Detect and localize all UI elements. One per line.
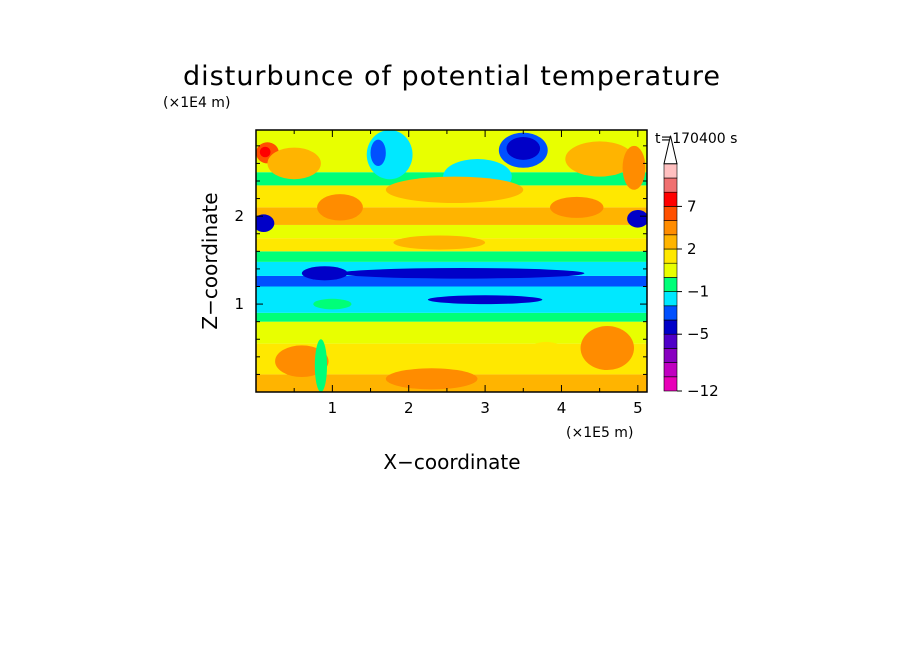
field-feature-3 — [627, 210, 647, 228]
field-feature-20 — [527, 341, 566, 363]
colorbar-tick-label-3: 2 — [687, 240, 697, 258]
colorbar: −12−5−127 — [663, 135, 719, 400]
field-feature-13 — [340, 268, 585, 279]
time-label: t=170400 s — [655, 131, 737, 147]
field-feature-15 — [301, 266, 348, 281]
field-feature-14 — [427, 295, 543, 305]
field-feature-21 — [314, 339, 328, 392]
field-feature-23 — [317, 194, 363, 221]
field-band-3 — [256, 312, 647, 322]
colorbar-cell-3 — [663, 333, 678, 349]
y-tick-label-0: 1 — [234, 295, 244, 313]
field-band-5 — [256, 275, 647, 287]
colorbar-cell-10 — [663, 234, 678, 250]
axis-ticks: 1 2 3 4 5 1 2 — [234, 130, 647, 417]
colorbar-cell-5 — [663, 305, 678, 321]
colorbar-extend-arrow — [663, 135, 678, 165]
x-tick-label-1: 2 — [404, 399, 414, 417]
field-feature-22 — [550, 196, 604, 218]
x-axis-label: X−coordinate — [383, 450, 520, 474]
colorbar-cell-13 — [663, 191, 678, 207]
colorbar-tick-label-2: −1 — [687, 283, 709, 301]
field-feature-16 — [313, 298, 352, 310]
field-band-7 — [256, 251, 647, 262]
x-tick-label-0: 1 — [328, 399, 338, 417]
colorbar-cell-11 — [663, 220, 678, 236]
x-tick-label-4: 5 — [633, 399, 643, 417]
field-feature-12 — [622, 145, 646, 190]
field-feature-2 — [256, 214, 275, 232]
y-axis-label: Z−coordinate — [198, 192, 222, 329]
colorbar-tick-label-4: 7 — [687, 197, 697, 215]
colorbar-cell-1 — [663, 362, 678, 378]
field-feature-24 — [393, 235, 486, 250]
colorbar-tick-label-1: −5 — [687, 325, 709, 343]
field-band-9 — [256, 224, 647, 239]
y-unit-label: (×1E4 m) — [163, 95, 230, 111]
colorbar-cell-12 — [663, 206, 678, 221]
contour-field — [256, 130, 647, 392]
colorbar-cell-6 — [663, 291, 678, 307]
x-unit-label: (×1E5 m) — [566, 425, 633, 441]
colorbar-cell-8 — [663, 262, 678, 278]
y-tick-label-1: 2 — [234, 207, 244, 225]
field-feature-1 — [259, 146, 271, 158]
x-tick-label-3: 4 — [557, 399, 567, 417]
plot-frame — [255, 129, 648, 393]
field-feature-18 — [580, 326, 635, 371]
colorbar-cell-15 — [663, 163, 678, 179]
colorbar-cell-4 — [663, 319, 678, 335]
field-feature-10 — [267, 147, 321, 180]
colorbar-cell-7 — [663, 277, 678, 292]
field-feature-7 — [370, 139, 386, 167]
field-feature-11 — [565, 141, 635, 177]
x-tick-label-2: 3 — [480, 399, 490, 417]
colorbar-cell-0 — [663, 376, 678, 392]
field-feature-9 — [385, 176, 524, 203]
chart-title: disturbunce of potential temperature — [183, 61, 721, 92]
field-band-2 — [256, 321, 647, 344]
colorbar-cell-2 — [663, 348, 678, 363]
field-feature-19 — [385, 368, 478, 390]
colorbar-cell-14 — [663, 177, 678, 193]
field-feature-5 — [506, 137, 541, 160]
colorbar-cell-9 — [663, 248, 678, 264]
colorbar-tick-label-0: −12 — [687, 382, 719, 400]
